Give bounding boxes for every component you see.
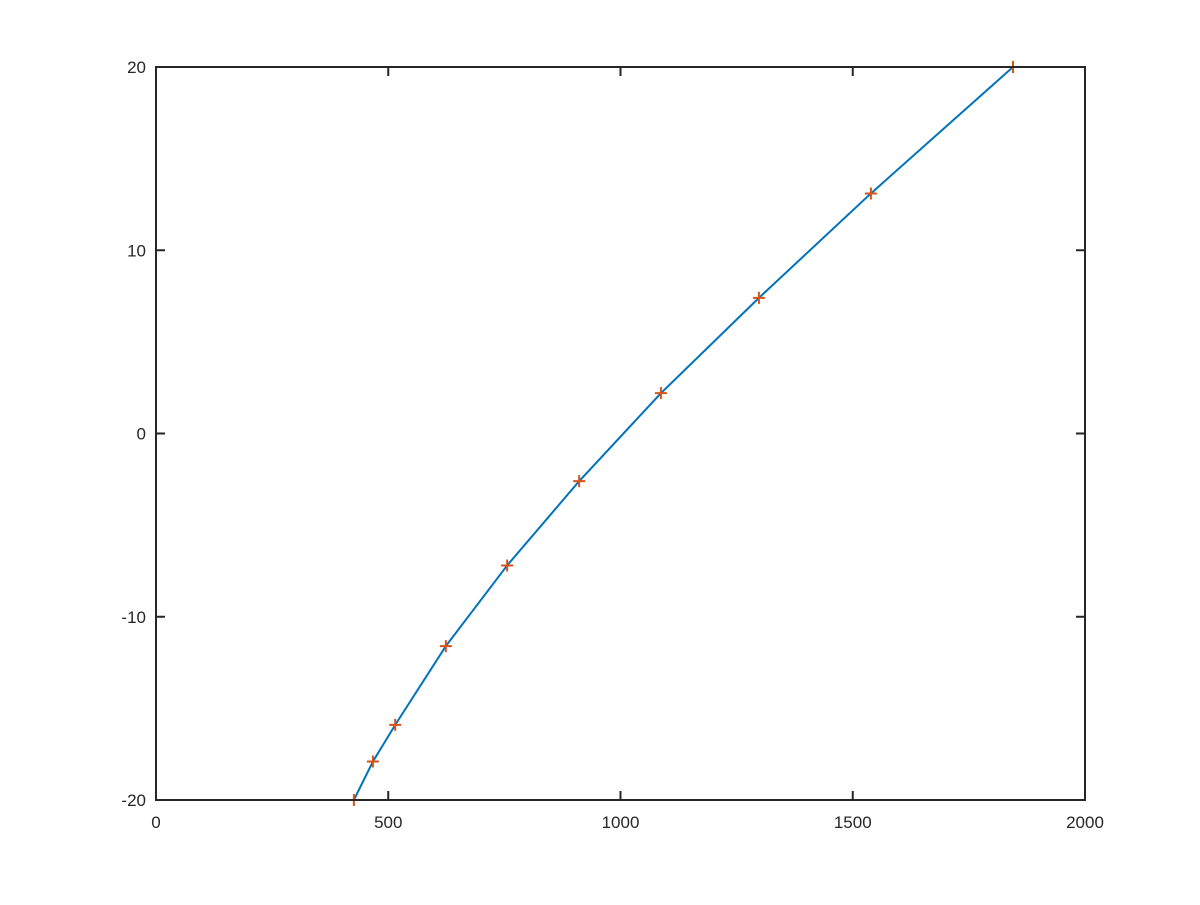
x-tick-label: 0 [151, 813, 160, 832]
plot-area [156, 67, 1085, 800]
x-tick-label: 1500 [834, 813, 872, 832]
data-point-marker [501, 559, 514, 572]
data-point-marker [389, 718, 402, 731]
y-tick-label: -20 [121, 791, 146, 810]
y-tick-label: 10 [127, 241, 146, 260]
data-point-marker [752, 291, 765, 304]
data-point-marker [573, 475, 586, 488]
series-line [352, 66, 1014, 801]
x-tick-label: 1000 [602, 813, 640, 832]
y-tick-label: 20 [127, 58, 146, 77]
data-point-marker [366, 755, 379, 768]
data-point-marker [439, 640, 452, 653]
data-point-marker [864, 187, 877, 200]
x-tick-label: 500 [374, 813, 402, 832]
data-point-marker [654, 387, 667, 400]
x-tick-label: 2000 [1066, 813, 1104, 832]
y-tick-label: -10 [121, 608, 146, 627]
y-tick-label: 0 [137, 425, 146, 444]
